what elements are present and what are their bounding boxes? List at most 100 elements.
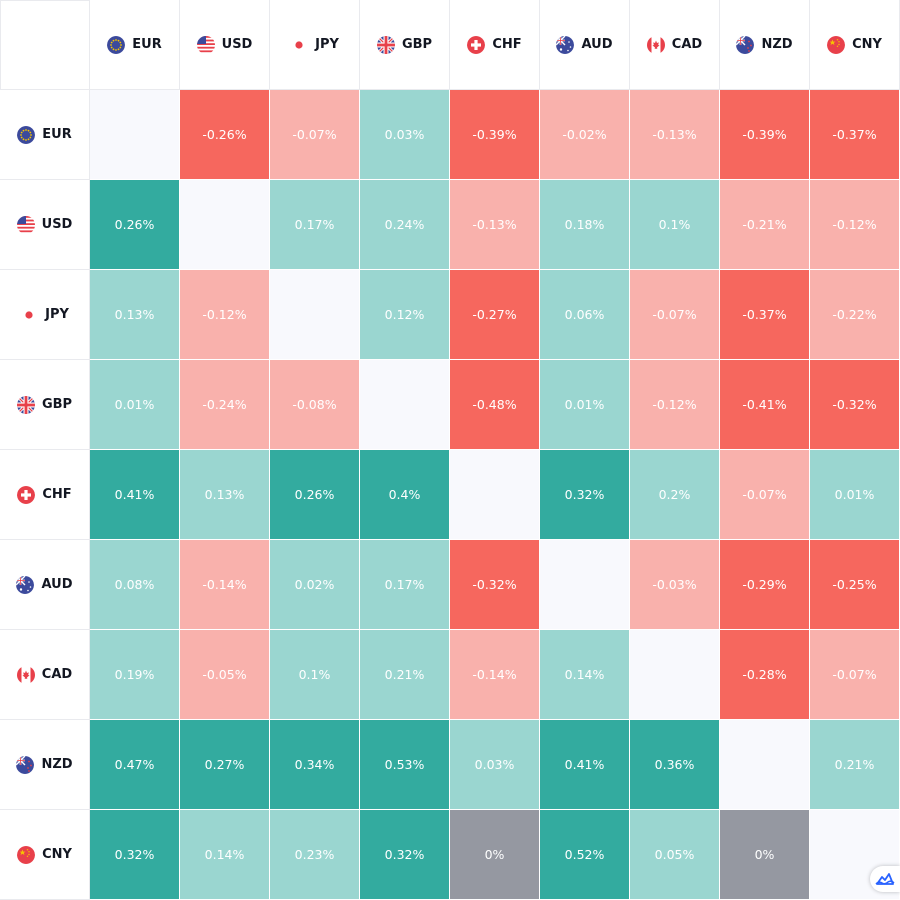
heatmap-cell[interactable]: -0.24% xyxy=(180,360,270,450)
heatmap-cell[interactable]: 0.41% xyxy=(540,720,630,810)
heatmap-cell[interactable]: 0.17% xyxy=(360,540,450,630)
heatmap-cell[interactable]: 0.14% xyxy=(180,810,270,900)
heatmap-cell[interactable]: 0% xyxy=(720,810,810,900)
heatmap-cell[interactable]: -0.14% xyxy=(450,630,540,720)
row-header-usd[interactable]: USD xyxy=(0,180,90,270)
tradingview-logo-icon[interactable] xyxy=(870,866,900,892)
column-header-eur[interactable]: EUR xyxy=(90,0,180,90)
cell-value: 0.32% xyxy=(564,487,605,502)
row-header-jpy[interactable]: JPY xyxy=(0,270,90,360)
heatmap-cell[interactable]: -0.02% xyxy=(540,90,630,180)
heatmap-cell[interactable]: 0.13% xyxy=(90,270,180,360)
cell-value: 0.17% xyxy=(294,217,335,232)
heatmap-cell[interactable]: 0.26% xyxy=(90,180,180,270)
heatmap-cell[interactable]: -0.27% xyxy=(450,270,540,360)
heatmap-cell[interactable]: -0.14% xyxy=(180,540,270,630)
row-header-nzd[interactable]: NZD xyxy=(0,720,90,810)
heatmap-cell[interactable]: 0.03% xyxy=(360,90,450,180)
heatmap-cell[interactable]: 0.13% xyxy=(180,450,270,540)
heatmap-cell[interactable]: 0.52% xyxy=(540,810,630,900)
heatmap-cell[interactable]: 0.23% xyxy=(270,810,360,900)
heatmap-cell[interactable]: -0.39% xyxy=(450,90,540,180)
heatmap-cell[interactable]: -0.26% xyxy=(180,90,270,180)
column-header-cad[interactable]: CAD xyxy=(630,0,720,90)
heatmap-cell[interactable]: -0.48% xyxy=(450,360,540,450)
heatmap-cell[interactable]: -0.28% xyxy=(720,630,810,720)
heatmap-cell[interactable]: 0.2% xyxy=(630,450,720,540)
heatmap-cell[interactable]: -0.22% xyxy=(810,270,900,360)
heatmap-cell[interactable]: -0.08% xyxy=(270,360,360,450)
row-header-gbp[interactable]: GBP xyxy=(0,360,90,450)
heatmap-cell[interactable]: -0.39% xyxy=(720,90,810,180)
australia-flag-icon xyxy=(556,35,575,54)
heatmap-cell[interactable]: -0.12% xyxy=(810,180,900,270)
heatmap-cell[interactable]: 0.41% xyxy=(90,450,180,540)
heatmap-cell[interactable]: 0% xyxy=(450,810,540,900)
row-header-eur[interactable]: EUR xyxy=(0,90,90,180)
heatmap-cell[interactable]: -0.13% xyxy=(450,180,540,270)
heatmap-cell[interactable]: -0.12% xyxy=(630,360,720,450)
heatmap-cell[interactable]: 0.01% xyxy=(540,360,630,450)
heatmap-cell[interactable]: 0.03% xyxy=(450,720,540,810)
heatmap-cell[interactable]: 0.12% xyxy=(360,270,450,360)
heatmap-cell[interactable]: -0.37% xyxy=(810,90,900,180)
heatmap-cell[interactable]: 0.21% xyxy=(810,720,900,810)
heatmap-cell[interactable]: 0.05% xyxy=(630,810,720,900)
heatmap-cell[interactable]: -0.05% xyxy=(180,630,270,720)
heatmap-cell[interactable]: -0.29% xyxy=(720,540,810,630)
heatmap-cell[interactable]: 0.01% xyxy=(810,450,900,540)
heatmap-cell[interactable]: 0.32% xyxy=(360,810,450,900)
column-header-chf[interactable]: CHF xyxy=(450,0,540,90)
heatmap-cell[interactable]: 0.02% xyxy=(270,540,360,630)
column-header-cny[interactable]: CNY xyxy=(810,0,900,90)
row-header-cad[interactable]: CAD xyxy=(0,630,90,720)
cell-value: -0.14% xyxy=(202,577,247,592)
column-header-usd[interactable]: USD xyxy=(180,0,270,90)
row-header-chf[interactable]: CHF xyxy=(0,450,90,540)
row-header-cny[interactable]: CNY xyxy=(0,810,90,900)
heatmap-cell[interactable]: 0.19% xyxy=(90,630,180,720)
heatmap-cell[interactable]: 0.36% xyxy=(630,720,720,810)
heatmap-cell[interactable]: -0.07% xyxy=(720,450,810,540)
heatmap-cell[interactable]: 0.1% xyxy=(270,630,360,720)
heatmap-cell[interactable]: -0.07% xyxy=(630,270,720,360)
cell-value: 0% xyxy=(484,847,505,862)
heatmap-cell[interactable]: -0.13% xyxy=(630,90,720,180)
heatmap-cell[interactable]: 0.27% xyxy=(180,720,270,810)
heatmap-cell[interactable]: -0.32% xyxy=(450,540,540,630)
heatmap-cell[interactable]: 0.32% xyxy=(90,810,180,900)
heatmap-cell[interactable]: -0.21% xyxy=(720,180,810,270)
heatmap-cell[interactable]: -0.25% xyxy=(810,540,900,630)
heatmap-cell[interactable]: 0.18% xyxy=(540,180,630,270)
heatmap-cell[interactable]: 0.34% xyxy=(270,720,360,810)
heatmap-cell[interactable]: -0.41% xyxy=(720,360,810,450)
heatmap-cell[interactable]: -0.07% xyxy=(810,630,900,720)
heatmap-cell[interactable]: 0.24% xyxy=(360,180,450,270)
heatmap-cell[interactable]: 0.01% xyxy=(90,360,180,450)
column-header-nzd[interactable]: NZD xyxy=(720,0,810,90)
heatmap-cell[interactable]: 0.47% xyxy=(90,720,180,810)
heatmap-cell[interactable]: 0.1% xyxy=(630,180,720,270)
heatmap-cell[interactable]: -0.37% xyxy=(720,270,810,360)
heatmap-cell[interactable]: 0.08% xyxy=(90,540,180,630)
heatmap-cell[interactable]: 0.53% xyxy=(360,720,450,810)
heatmap-cell[interactable]: -0.12% xyxy=(180,270,270,360)
heatmap-cell[interactable]: 0.14% xyxy=(540,630,630,720)
heatmap-cell[interactable]: -0.32% xyxy=(810,360,900,450)
heatmap-cell[interactable]: 0.32% xyxy=(540,450,630,540)
column-header-gbp[interactable]: GBP xyxy=(360,0,450,90)
column-header-aud[interactable]: AUD xyxy=(540,0,630,90)
heatmap-cell[interactable]: -0.03% xyxy=(630,540,720,630)
cell-value: 0.41% xyxy=(564,757,605,772)
heatmap-cell[interactable]: 0.21% xyxy=(360,630,450,720)
heatmap-cell[interactable]: 0.06% xyxy=(540,270,630,360)
cell-value: -0.07% xyxy=(832,667,877,682)
column-header-jpy[interactable]: JPY xyxy=(270,0,360,90)
heatmap-cell[interactable]: -0.07% xyxy=(270,90,360,180)
diagonal-cell xyxy=(180,180,270,270)
heatmap-cell[interactable]: 0.26% xyxy=(270,450,360,540)
heatmap-cell[interactable]: 0.17% xyxy=(270,180,360,270)
heatmap-cell[interactable]: 0.4% xyxy=(360,450,450,540)
row-header-aud[interactable]: AUD xyxy=(0,540,90,630)
japan-flag-icon xyxy=(20,305,39,324)
